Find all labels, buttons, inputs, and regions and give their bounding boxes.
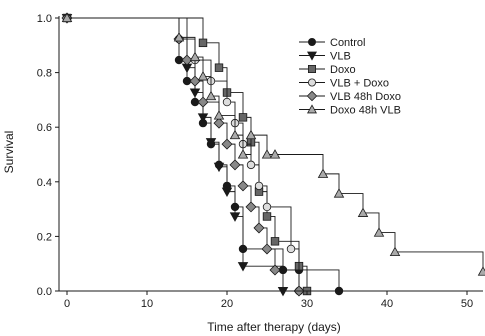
series-doxo-48h-vlb	[61, 12, 485, 276]
series-line	[67, 17, 484, 272]
y-axis-label: Survival	[2, 131, 16, 174]
data-point	[198, 38, 208, 48]
legend-label: VLB + Doxo	[330, 78, 389, 90]
legend-entry: VLB	[299, 51, 351, 63]
data-point	[222, 97, 232, 107]
legend-marker	[307, 51, 317, 61]
x-tick-label: 0	[64, 298, 70, 310]
legend-marker	[307, 78, 316, 87]
data-point	[269, 264, 281, 276]
data-point	[213, 110, 225, 120]
legend-marker	[307, 38, 316, 47]
data-point	[237, 180, 249, 192]
legend-marker	[307, 65, 316, 74]
data-point	[357, 207, 369, 217]
data-point	[229, 159, 241, 171]
data-point	[229, 212, 241, 222]
y-tick-label: 0.6	[37, 122, 52, 134]
data-point	[246, 160, 256, 170]
data-point	[245, 129, 257, 140]
data-point	[261, 243, 273, 255]
data-point	[197, 71, 209, 81]
data-point	[173, 31, 185, 42]
data-point	[373, 227, 385, 237]
series-vlb-48h-doxo	[61, 12, 305, 297]
data-point	[253, 222, 265, 234]
data-point	[189, 51, 201, 62]
y-tick-label: 0.8	[37, 68, 52, 80]
data-point	[197, 96, 209, 108]
data-point	[214, 63, 224, 72]
data-point	[221, 138, 233, 150]
data-point	[213, 117, 225, 129]
y-tick-label: 0.0	[37, 286, 52, 298]
legend-entry: VLB 48h Doxo	[299, 90, 401, 103]
axes: 0.0 0.2 0.4 0.6 0.8 1.0 0 10 20 30 40 50	[37, 13, 483, 310]
data-point	[262, 212, 272, 221]
data-point	[197, 113, 209, 123]
legend-marker	[306, 90, 318, 102]
x-tick-label: 20	[221, 298, 233, 310]
x-axis-label: Time after therapy (days)	[207, 320, 341, 334]
data-point	[245, 201, 257, 213]
legend-entry: VLB + Doxo	[299, 78, 389, 90]
data-point	[269, 149, 281, 159]
legend-label: Doxo	[330, 64, 356, 76]
x-tick-label: 50	[461, 298, 473, 310]
data-point	[261, 149, 273, 159]
data-point	[205, 90, 217, 101]
data-point	[213, 162, 225, 173]
x-tick-label: 30	[301, 298, 313, 310]
x-tick-label: 10	[141, 298, 153, 310]
legend-entry: Control	[299, 37, 365, 49]
legend-marker	[307, 104, 317, 114]
plot-area	[61, 12, 485, 297]
data-point	[237, 262, 249, 272]
legend-label: VLB	[330, 51, 351, 63]
y-tick-label: 1.0	[37, 13, 52, 25]
data-point	[477, 266, 485, 276]
legend-label: Doxo 48h VLB	[330, 105, 401, 117]
data-point	[181, 54, 193, 66]
data-point	[317, 168, 329, 178]
legend-label: Control	[330, 37, 365, 49]
x-tick-label: 40	[381, 298, 393, 310]
data-point	[189, 88, 201, 98]
legend-label: VLB 48h Doxo	[330, 91, 401, 103]
y-tick-label: 0.4	[37, 177, 52, 189]
y-tick-label: 0.2	[37, 231, 52, 243]
data-point	[333, 188, 345, 198]
data-point	[221, 187, 233, 198]
data-point	[238, 113, 248, 122]
data-point	[61, 12, 73, 23]
data-point	[237, 149, 249, 159]
data-point	[205, 138, 217, 148]
data-point	[286, 244, 296, 254]
data-point	[262, 202, 272, 212]
legend-entry: Doxo	[299, 64, 356, 76]
data-point	[229, 129, 241, 140]
data-point	[389, 246, 401, 257]
series-vlb	[61, 13, 289, 297]
data-point	[270, 237, 280, 246]
data-point	[189, 75, 201, 87]
data-point	[254, 181, 264, 191]
legend-entry: Doxo 48h VLB	[299, 104, 401, 117]
